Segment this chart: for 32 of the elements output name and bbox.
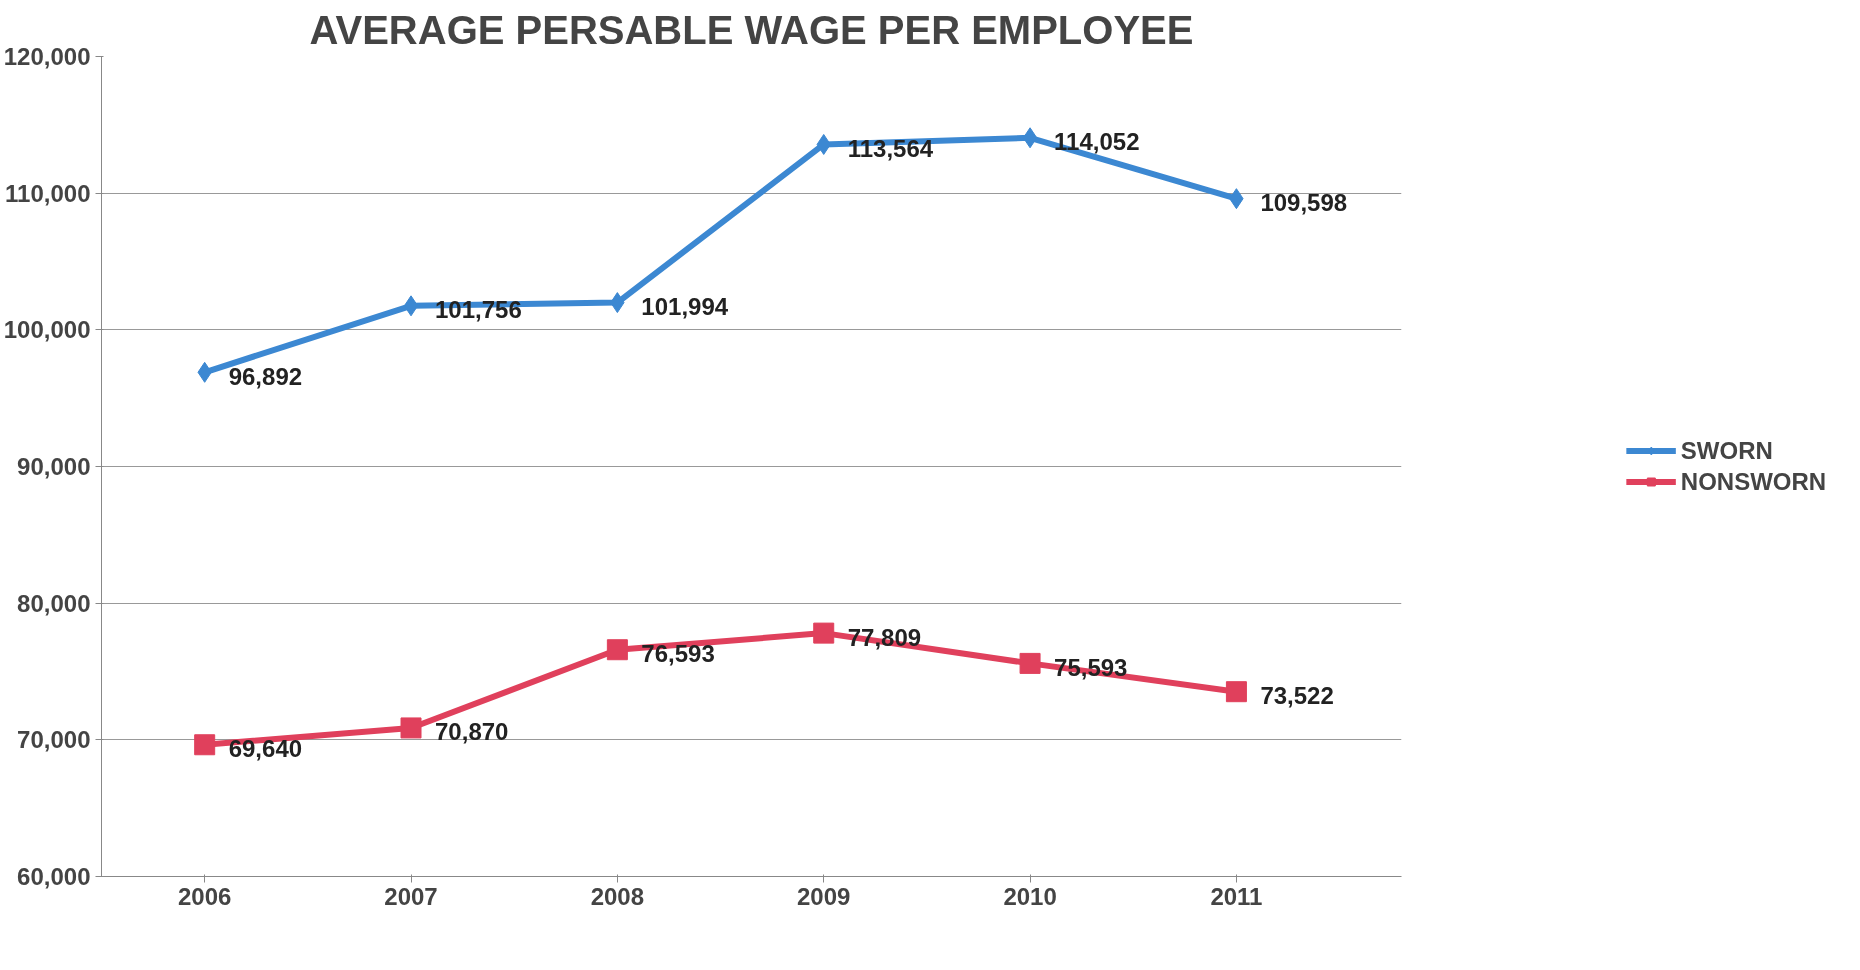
x-tick-label: 2011	[1210, 882, 1263, 910]
point	[1022, 127, 1038, 149]
data-label: 96,892	[228, 362, 303, 390]
point	[1225, 681, 1247, 703]
data-label: 69,640	[228, 735, 303, 763]
x-tick-label: 2006	[177, 882, 232, 910]
x-tick-label: 2007	[384, 882, 438, 910]
chart-title: AVERAGE PERSABLE WAGE PER EMPLOYEE	[309, 7, 1194, 52]
y-tick-label: 90,000	[17, 453, 91, 480]
x-tick-label: 2010	[1003, 882, 1057, 910]
data-label: 73,522	[1260, 682, 1334, 710]
point	[403, 295, 419, 317]
legend-label: SWORN	[1680, 436, 1773, 465]
x-tick-label: 2008	[590, 882, 645, 910]
point	[606, 639, 628, 661]
point	[1019, 652, 1041, 674]
point	[194, 734, 216, 756]
data-label: 109,598	[1260, 189, 1348, 217]
y-tick-label: 70,000	[17, 726, 91, 754]
y-tick-label: 110,000	[5, 179, 91, 207]
data-label: 114,052	[1054, 128, 1140, 156]
data-label: 70,870	[435, 718, 509, 746]
y-tick-label: 100,000	[3, 316, 91, 344]
data-label: 101,994	[641, 293, 729, 321]
point	[400, 717, 422, 739]
y-tick-label: 120,000	[3, 43, 91, 70]
data-label: 76,593	[641, 640, 715, 668]
y-tick-label: 80,000	[17, 589, 91, 617]
point	[813, 622, 835, 644]
legend-label: NONSWORN	[1680, 467, 1827, 496]
x-tick-label: 2009	[797, 882, 851, 910]
y-tick-label: 60,000	[17, 863, 91, 890]
